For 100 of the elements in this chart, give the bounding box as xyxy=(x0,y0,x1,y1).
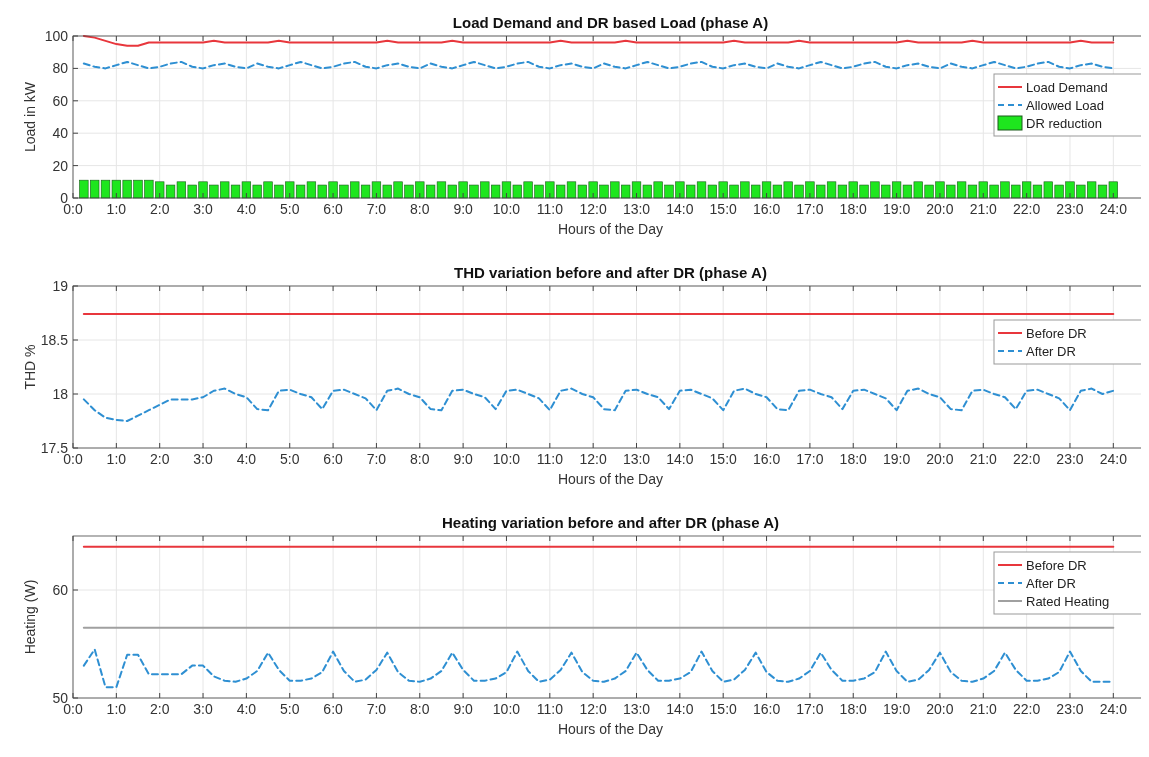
x-tick-label: 13:0 xyxy=(622,701,651,717)
x-tick-label: 22:0 xyxy=(1013,201,1041,217)
x-tick-label: 1:0 xyxy=(106,451,127,467)
x-tick-label: 21:0 xyxy=(969,451,998,467)
y-tick-label: 0 xyxy=(60,190,69,206)
x-tick-label: 15:0 xyxy=(709,201,738,217)
x-tick-label: 19:0 xyxy=(882,451,911,467)
x-tick-label: 15:0 xyxy=(709,451,738,467)
x-tick-label: 4:0 xyxy=(236,451,257,467)
x-tick-label: 12:0 xyxy=(579,451,607,467)
x-axis-title: Hours of the Day xyxy=(557,721,664,737)
y-tick-label: 60 xyxy=(52,92,69,109)
legend-label: Allowed Load xyxy=(1026,98,1105,113)
line-series xyxy=(82,60,1115,70)
x-tick-label: 18:0 xyxy=(839,201,868,217)
x-tick-label: 8:0 xyxy=(410,451,430,467)
y-tick-label: 17.5 xyxy=(40,440,69,456)
x-tick-label: 20:0 xyxy=(926,701,954,717)
x-tick-label: 3:0 xyxy=(193,701,213,717)
chart-title: THD variation before and after DR (phase A) xyxy=(454,264,767,281)
x-tick-label: 7:0 xyxy=(366,201,387,217)
y-tick-label: 80 xyxy=(52,60,69,77)
x-tick-label: 23:0 xyxy=(1056,201,1084,217)
x-tick-label: 5:0 xyxy=(280,201,300,217)
y-tick-label: 18 xyxy=(52,386,69,402)
x-tick-label: 5:0 xyxy=(280,701,300,717)
x-tick-label: 15:0 xyxy=(709,701,738,717)
x-tick-label: 10:0 xyxy=(492,451,521,467)
x-tick-label: 24:0 xyxy=(1099,451,1128,467)
x-tick-label: 17:0 xyxy=(796,201,824,217)
chart-title: Load Demand and DR based Load (phase A) xyxy=(452,14,769,31)
x-tick-label: 9:0 xyxy=(453,451,474,467)
legend-label: Rated Heating xyxy=(1026,594,1110,609)
x-tick-label: 7:0 xyxy=(366,451,387,467)
legend-label: Before DR xyxy=(1026,558,1087,573)
x-tick-label: 20:0 xyxy=(926,451,954,467)
x-tick-label: 6:0 xyxy=(323,701,344,717)
x-tick-label: 3:0 xyxy=(193,201,213,217)
x-tick-label: 11:0 xyxy=(536,701,564,717)
x-tick-label: 14:0 xyxy=(666,201,694,217)
x-tick-label: 2:0 xyxy=(149,701,170,717)
legend-label: After DR xyxy=(1026,344,1076,359)
x-tick-label: 18:0 xyxy=(839,451,868,467)
x-tick-label: 16:0 xyxy=(752,701,781,717)
x-tick-label: 5:0 xyxy=(280,451,300,467)
x-tick-label: 11:0 xyxy=(536,201,564,217)
x-tick-label: 16:0 xyxy=(752,201,781,217)
x-tick-label: 20:0 xyxy=(926,201,954,217)
x-tick-label: 12:0 xyxy=(579,201,607,217)
x-tick-label: 17:0 xyxy=(796,451,824,467)
x-tick-label: 4:0 xyxy=(236,201,257,217)
x-tick-label: 23:0 xyxy=(1056,451,1084,467)
x-tick-label: 10:0 xyxy=(492,201,521,217)
y-tick-label: 20 xyxy=(52,157,69,174)
y-tick-label: 19 xyxy=(52,278,69,294)
x-tick-label: 14:0 xyxy=(666,451,694,467)
x-tick-label: 22:0 xyxy=(1013,701,1041,717)
legend-label: Before DR xyxy=(1026,326,1087,341)
x-tick-label: 21:0 xyxy=(969,201,998,217)
x-tick-label: 8:0 xyxy=(410,201,430,217)
y-tick-label: 60 xyxy=(52,582,69,598)
x-tick-label: 9:0 xyxy=(453,701,474,717)
x-tick-label: 17:0 xyxy=(796,701,824,717)
y-tick-label: 40 xyxy=(52,125,69,142)
y-axis-title: THD % xyxy=(22,344,38,390)
x-tick-label: 23:0 xyxy=(1056,701,1084,717)
x-tick-label: 2:0 xyxy=(149,201,170,217)
x-tick-label: 9:0 xyxy=(453,201,474,217)
x-tick-label: 14:0 xyxy=(666,701,694,717)
x-tick-label: 12:0 xyxy=(579,701,607,717)
y-tick-label: 18.5 xyxy=(40,332,69,348)
x-tick-label: 16:0 xyxy=(752,451,781,467)
x-tick-label: 19:0 xyxy=(882,701,911,717)
legend-label: After DR xyxy=(1026,576,1076,591)
y-tick-label: 50 xyxy=(52,690,69,706)
x-tick-label: 13:0 xyxy=(622,201,651,217)
y-axis-title: Load in kW xyxy=(22,81,38,153)
x-tick-label: 1:0 xyxy=(106,201,127,217)
y-axis-title: Heating (W) xyxy=(22,579,38,655)
x-axis-title: Hours of the Day xyxy=(557,221,664,237)
x-tick-label: 18:0 xyxy=(839,701,868,717)
x-tick-label: 6:0 xyxy=(323,451,344,467)
line-series xyxy=(82,387,1115,422)
x-tick-label: 22:0 xyxy=(1013,451,1041,467)
legend-label: DR reduction xyxy=(1026,116,1102,131)
x-tick-label: 11:0 xyxy=(536,451,564,467)
y-tick-label: 100 xyxy=(44,28,69,44)
x-tick-label: 4:0 xyxy=(236,701,257,717)
x-tick-label: 13:0 xyxy=(622,451,651,467)
x-tick-label: 21:0 xyxy=(969,701,998,717)
x-tick-label: 10:0 xyxy=(492,701,521,717)
x-tick-label: 19:0 xyxy=(882,201,911,217)
x-tick-label: 24:0 xyxy=(1099,201,1128,217)
x-tick-label: 24:0 xyxy=(1099,701,1128,717)
x-tick-label: 7:0 xyxy=(366,701,387,717)
x-tick-label: 3:0 xyxy=(193,451,213,467)
x-tick-label: 8:0 xyxy=(410,701,430,717)
legend-label: Load Demand xyxy=(1026,80,1108,95)
chart-title: Heating variation before and after DR (phase A) xyxy=(441,514,780,531)
x-tick-label: 2:0 xyxy=(149,451,170,467)
